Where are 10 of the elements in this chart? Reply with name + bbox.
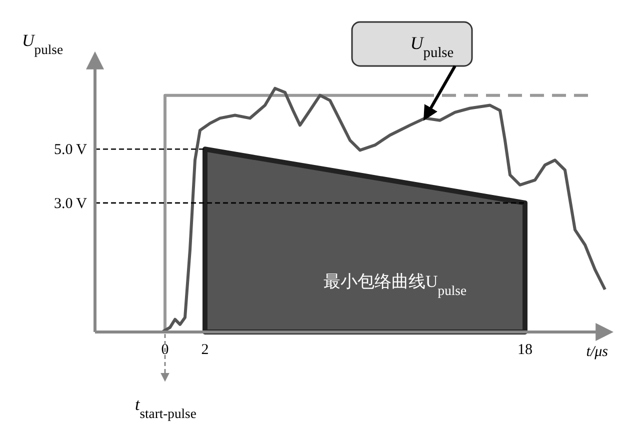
- y-tick: 3.0 V: [54, 196, 87, 212]
- y-label: U$_{pulse}$: [22, 31, 63, 56]
- x-tick: 18: [518, 342, 532, 358]
- annotation: t$_{start-pulse}$: [135, 395, 196, 420]
- text: U$_{pulse}$: [410, 33, 454, 61]
- x-tick: 0: [161, 342, 169, 358]
- x-label: t/μs: [586, 344, 608, 360]
- x-tick: 2: [201, 342, 209, 358]
- annotation: 最小包络曲线U$_{pulse}$: [324, 272, 466, 298]
- y-tick: 5.0 V: [54, 142, 87, 158]
